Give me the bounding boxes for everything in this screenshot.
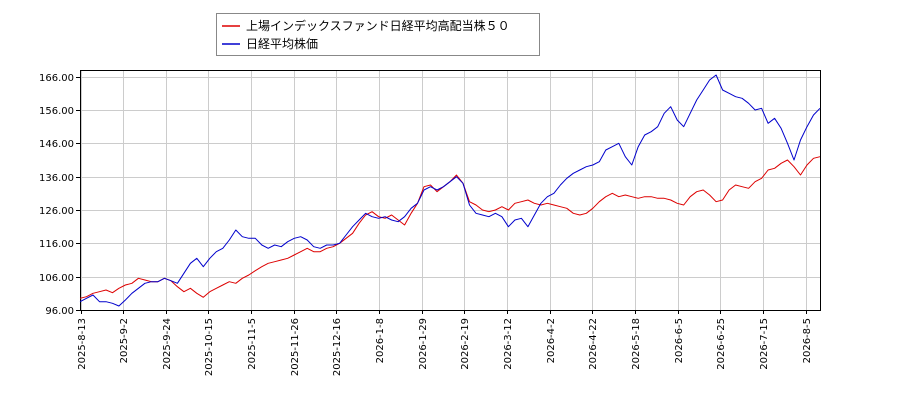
x-tick-label: 2026-4-2 bbox=[546, 318, 557, 363]
legend: 上場インデックスファンド日経平均高配当株５０ 日経平均株価 bbox=[216, 13, 540, 56]
y-tick-label: 136.00 bbox=[39, 173, 74, 184]
x-tick-label: 2026-5-18 bbox=[631, 318, 642, 370]
grid-lines bbox=[80, 70, 820, 311]
x-tick-label: 2026-6-25 bbox=[716, 318, 727, 370]
x-tick-label: 2026-2-19 bbox=[460, 318, 471, 370]
x-tick-label: 2025-9-2 bbox=[119, 318, 130, 363]
x-tick-label: 2025-12-16 bbox=[332, 318, 343, 376]
y-tick-label: 166.00 bbox=[39, 73, 74, 84]
x-tick-label: 2025-8-13 bbox=[77, 318, 88, 370]
y-tick-label: 126.00 bbox=[39, 206, 74, 217]
legend-label-0: 上場インデックスファンド日経平均高配当株５０ bbox=[246, 18, 510, 33]
x-tick-label: 2025-11-26 bbox=[290, 318, 301, 376]
legend-box bbox=[216, 13, 540, 56]
y-tick-label: 156.00 bbox=[39, 106, 74, 117]
x-axis: 2025-8-13 2025-9-2 2025-9-24 2025-10-15 2025… bbox=[77, 310, 813, 376]
plot-frame bbox=[80, 70, 821, 311]
series-line-1 bbox=[79, 74, 821, 307]
x-tick-label: 2026-1-8 bbox=[375, 318, 386, 363]
x-tick-label: 2026-6-5 bbox=[674, 318, 685, 363]
y-axis: 96.00 106.00 116.00 126.00 136.00 146.00 156.0… bbox=[39, 73, 80, 317]
x-tick-label: 2026-3-12 bbox=[503, 318, 514, 370]
x-tick-label: 2025-11-5 bbox=[247, 318, 258, 370]
x-tick-label: 2025-10-15 bbox=[204, 318, 215, 376]
legend-label-1: 日経平均株価 bbox=[246, 36, 318, 51]
y-tick-label: 106.00 bbox=[39, 273, 74, 284]
x-tick-label: 2026-4-22 bbox=[588, 318, 599, 370]
y-tick-label: 116.00 bbox=[39, 239, 74, 250]
x-tick-label: 2026-7-15 bbox=[759, 318, 770, 370]
x-tick-label: 2026-8-5 bbox=[802, 318, 813, 363]
x-tick-label: 2025-9-24 bbox=[162, 318, 173, 370]
series-layer bbox=[79, 74, 821, 307]
x-tick-label: 2026-1-29 bbox=[418, 318, 429, 370]
y-tick-label: 146.00 bbox=[39, 139, 74, 150]
y-tick-label: 96.00 bbox=[45, 306, 74, 317]
